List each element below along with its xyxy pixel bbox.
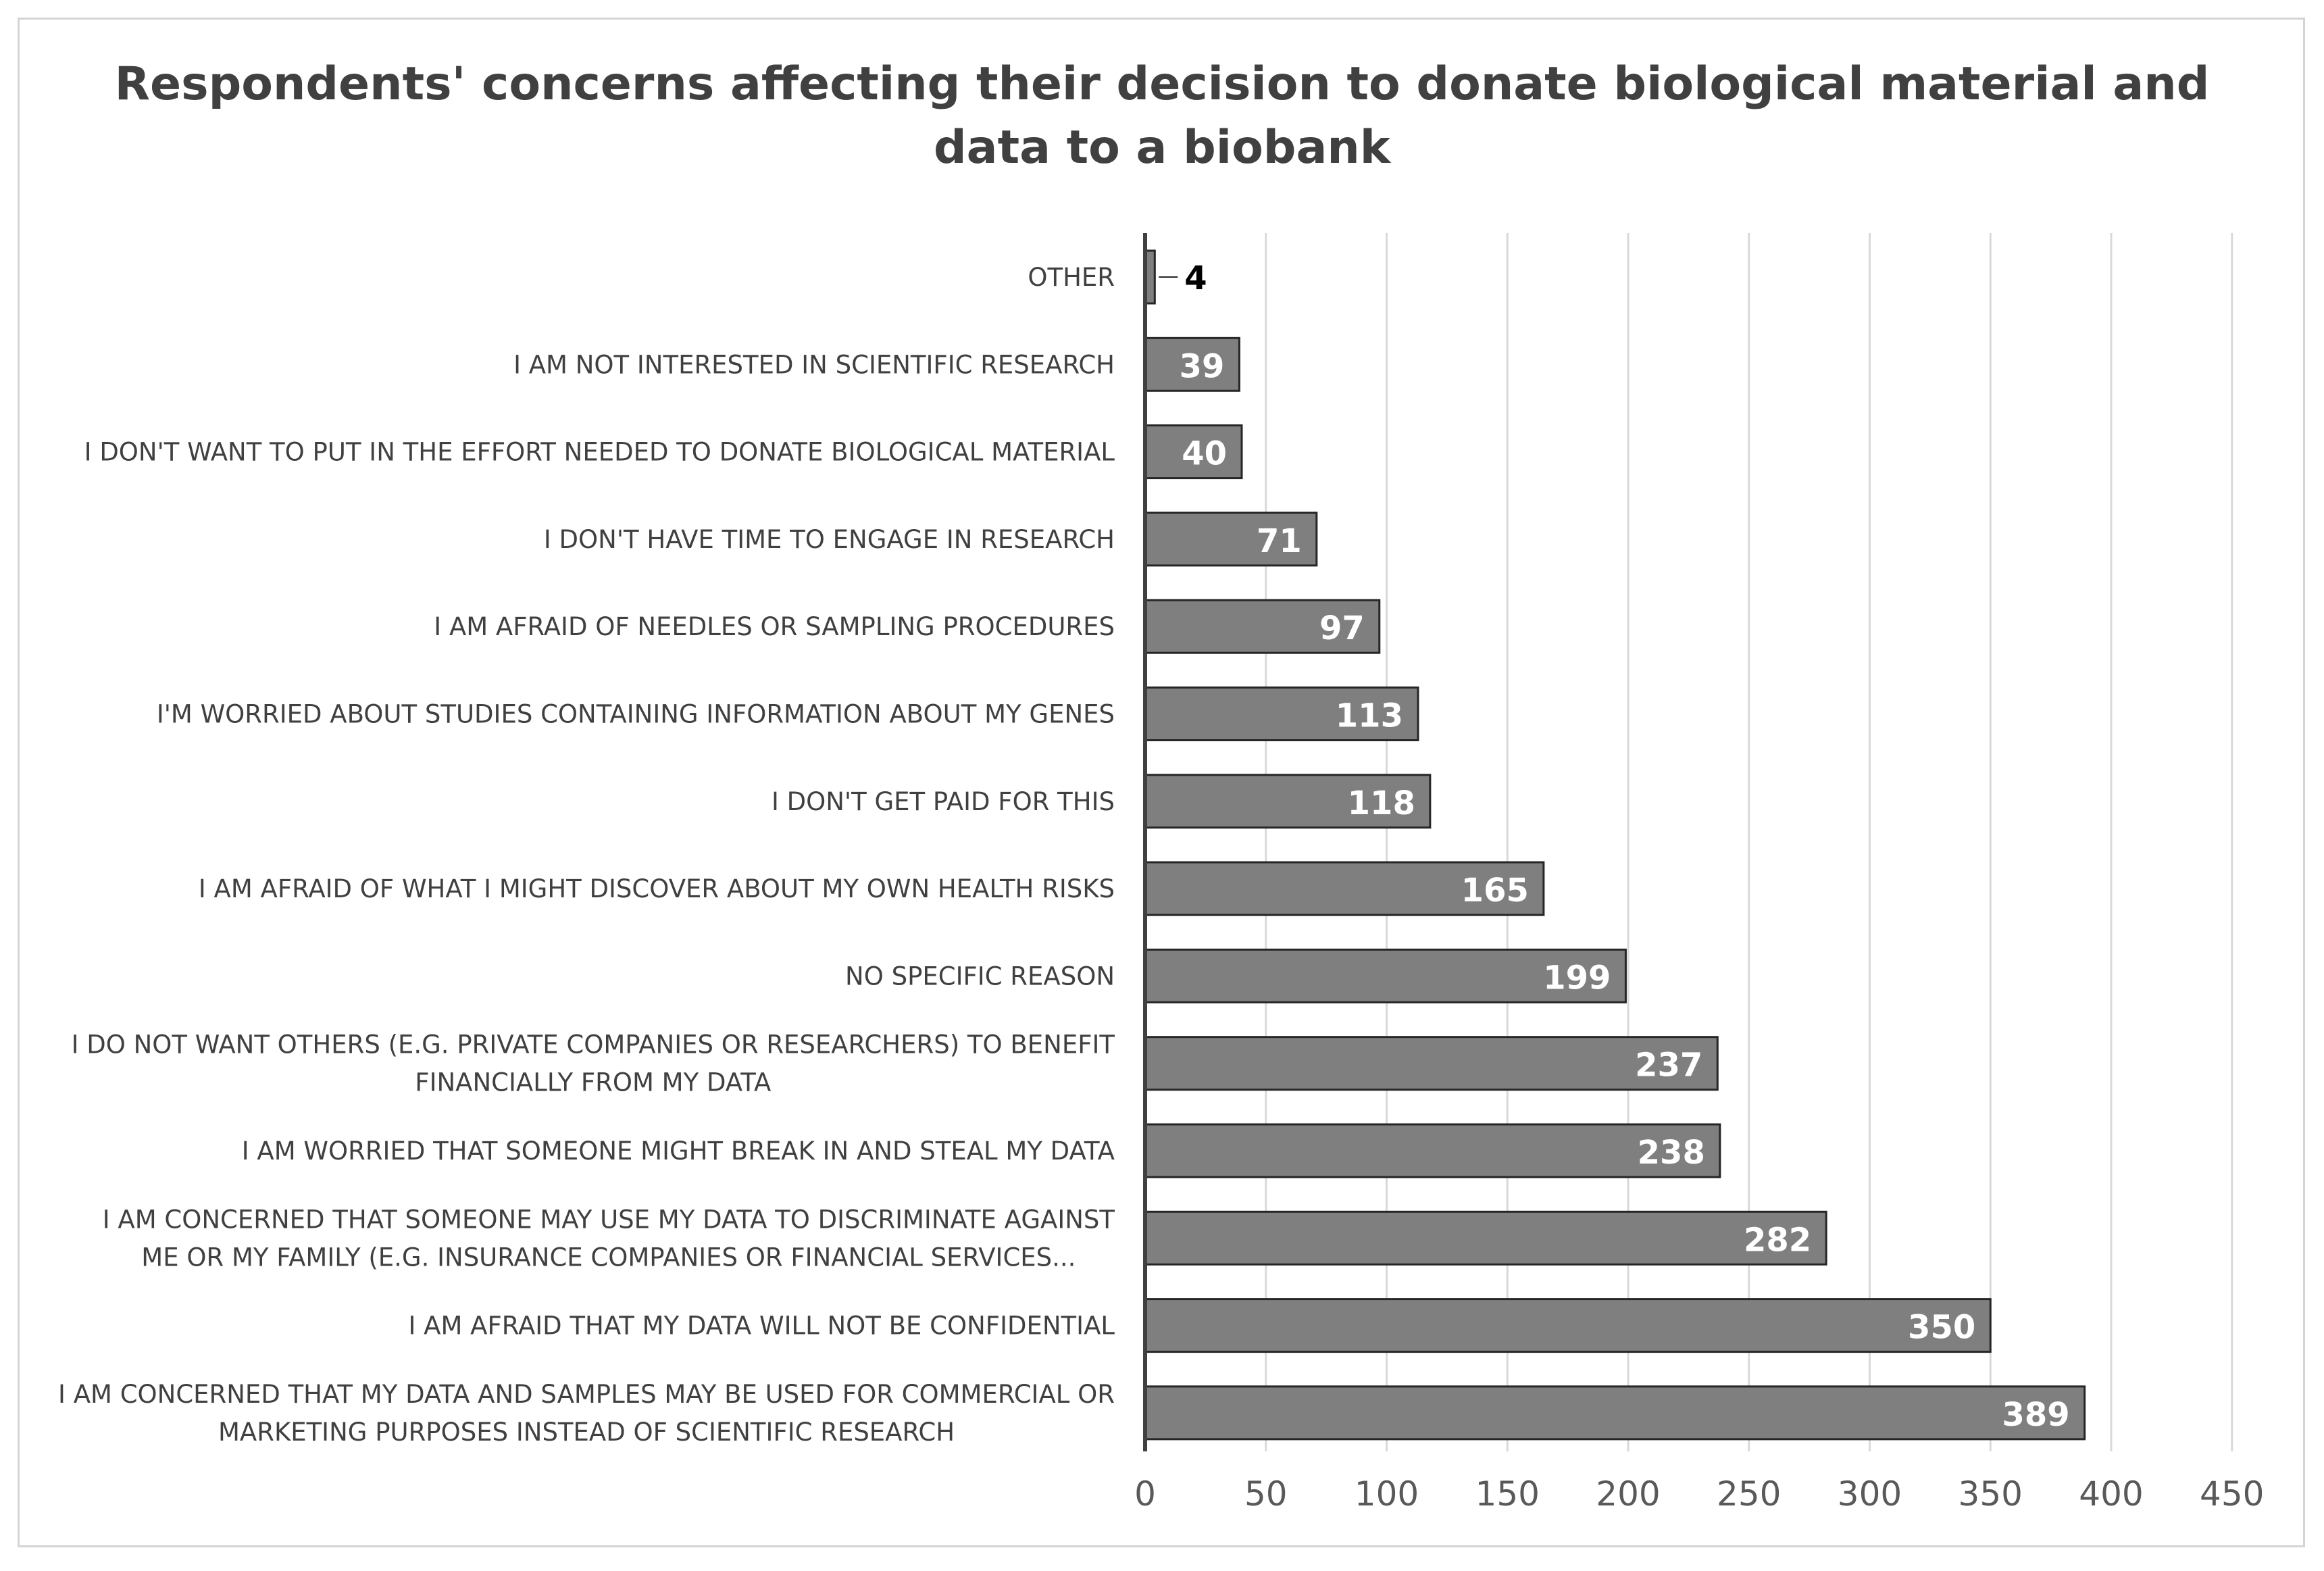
bar-9: [1144, 1036, 1719, 1091]
bar-8: [1144, 948, 1627, 1003]
gridlines: [1265, 233, 2233, 1451]
category-label-2: I DON'T WANT TO PUT IN THE EFFORT NEEDED…: [84, 438, 1115, 467]
category-label-7: I AM AFRAID OF WHAT I MIGHT DISCOVER ABO…: [199, 874, 1115, 903]
data-label-2: 40: [1182, 435, 1227, 473]
data-label-10: 238: [1638, 1134, 1705, 1172]
x-tick-label-450: 450: [2200, 1474, 2264, 1514]
category-label-12: I AM AFRAID THAT MY DATA WILL NOT BE CON…: [408, 1312, 1115, 1341]
category-label-5: I'M WORRIED ABOUT STUDIES CONTAINING INF…: [157, 700, 1115, 729]
category-label-3: I DON'T HAVE TIME TO ENGAGE IN RESEARCH: [544, 525, 1115, 554]
data-label-4: 97: [1319, 609, 1365, 647]
x-tick-label-300: 300: [1838, 1474, 1902, 1514]
data-label-1: 39: [1180, 347, 1225, 385]
bar-13: [1144, 1385, 2086, 1441]
category-label-11-line-2: ME OR MY FAMILY (E.G. INSURANCE COMPANIE…: [141, 1243, 1076, 1272]
x-tick-label-0: 0: [1134, 1474, 1156, 1514]
x-tick-label-100: 100: [1355, 1474, 1419, 1514]
x-tick-label-250: 250: [1717, 1474, 1781, 1514]
category-label-6: I DON'T GET PAID FOR THIS: [772, 787, 1115, 816]
bar-7: [1144, 861, 1545, 916]
bar-11: [1144, 1210, 1827, 1266]
bar-2: [1144, 424, 1243, 480]
category-label-0: OTHER: [1028, 263, 1115, 292]
x-tick-label-200: 200: [1596, 1474, 1660, 1514]
chart-title-line-1: Respondents' concerns affecting their de…: [114, 57, 2210, 111]
bar-10: [1144, 1123, 1721, 1178]
category-label-13-line-1: I AM CONCERNED THAT MY DATA AND SAMPLES …: [58, 1380, 1115, 1409]
x-tick-label-150: 150: [1475, 1474, 1540, 1514]
data-label-9: 237: [1635, 1047, 1702, 1084]
category-label-9-line-1: I DO NOT WANT OTHERS (E.G. PRIVATE COMPA…: [72, 1030, 1115, 1059]
chart-title-line-2: data to a biobank: [934, 121, 1390, 174]
bar-12: [1144, 1298, 1992, 1353]
category-label-11-line-1: I AM CONCERNED THAT SOMEONE MAY USE MY D…: [103, 1205, 1115, 1234]
x-tick-label-50: 50: [1244, 1474, 1288, 1514]
x-tick-label-400: 400: [2079, 1474, 2143, 1514]
data-label-7: 165: [1461, 872, 1529, 909]
data-label-13: 389: [2002, 1396, 2069, 1434]
data-label-8: 199: [1543, 959, 1611, 997]
data-label-0: 4: [1184, 259, 1207, 297]
category-label-8: NO SPECIFIC REASON: [845, 962, 1115, 991]
category-label-4: I AM AFRAID OF NEEDLES OR SAMPLING PROCE…: [434, 612, 1115, 641]
bars: [1144, 249, 2086, 1441]
category-label-10: I AM WORRIED THAT SOMEONE MIGHT BREAK IN…: [242, 1137, 1115, 1166]
category-label-13-line-2: MARKETING PURPOSES INSTEAD OF SCIENTIFIC…: [218, 1418, 955, 1447]
category-label-1: I AM NOT INTERESTED IN SCIENTIFIC RESEAR…: [513, 350, 1115, 379]
data-label-3: 71: [1257, 522, 1302, 560]
bar-5: [1144, 687, 1419, 741]
bar-6: [1144, 774, 1432, 829]
data-label-11: 282: [1744, 1221, 1811, 1259]
x-tick-label-350: 350: [1959, 1474, 2023, 1514]
labels: 0 50 100 150 200 250 300 350 400 450 OTHER 4 I AM NO…: [58, 259, 2264, 1514]
data-label-6: 118: [1348, 784, 1415, 822]
bar-1: [1144, 336, 1240, 392]
bar-4: [1144, 599, 1381, 654]
data-label-5: 113: [1336, 697, 1403, 735]
bar-3: [1144, 512, 1318, 567]
category-label-9-line-2: FINANCIALLY FROM MY DATA: [415, 1068, 771, 1097]
data-label-12: 350: [1908, 1309, 1975, 1347]
